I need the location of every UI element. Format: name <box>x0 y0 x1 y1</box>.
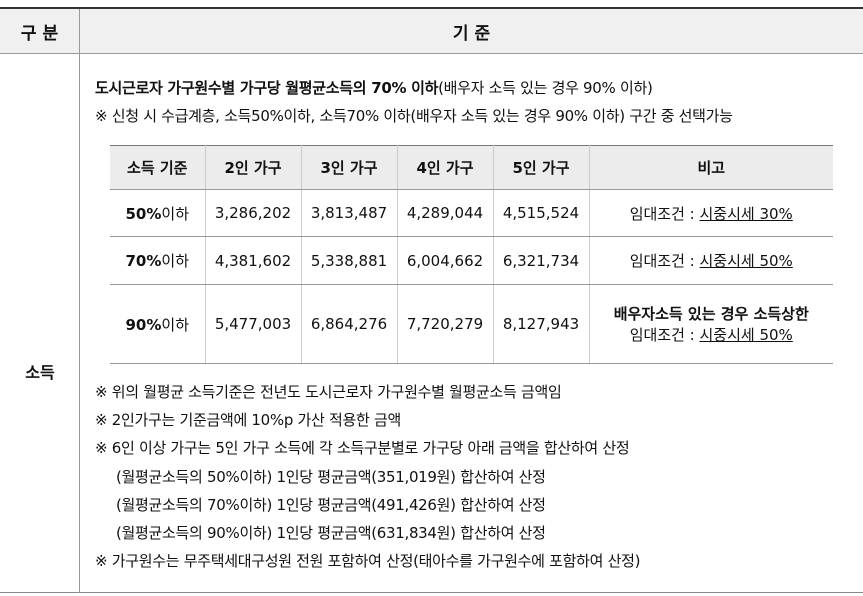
note-subline: (월평균소득의 70%이하) 1인당 평균금액(491,426원) 합산하여 산… <box>116 496 546 514</box>
note-line: ※ 6인 이상 가구는 5인 가구 소득에 각 소득구분별로 가구당 아래 금액… <box>95 439 630 457</box>
cell-2p: 4,381,602 <box>204 236 301 285</box>
row-criteria: 70%이하 <box>110 236 205 285</box>
note-line: ※ 2인가구는 기준금액에 10%p 가산 적용한 금액 <box>95 411 401 429</box>
cell-4p: 6,004,662 <box>396 236 493 285</box>
header-criteria: 기 준 <box>452 23 491 44</box>
cell-2p: 5,477,003 <box>204 284 301 364</box>
cell-5p: 4,515,524 <box>492 189 589 237</box>
header-category: 구 분 <box>0 9 80 53</box>
note-line: ※ 가구원수는 무주택세대구성원 전원 포함하여 산정(태아수를 가구원수에 포… <box>95 552 641 570</box>
note-subline: (월평균소득의 50%이하) 1인당 평균금액(351,019원) 합산하여 산… <box>116 468 546 486</box>
col-header-3p: 3인 가구 <box>300 145 397 190</box>
cell-5p: 6,321,734 <box>492 236 589 285</box>
table-row: 70%이하 4,381,602 5,338,881 6,004,662 6,32… <box>110 236 833 285</box>
note-subline: (월평균소득의 90%이하) 1인당 평균금액(631,834원) 합산하여 산… <box>116 524 546 542</box>
col-header-2p: 2인 가구 <box>204 145 301 190</box>
intro-note: ※ 신청 시 수급계층, 소득50%이하, 소득70% 이하(배우자 소득 있는… <box>95 107 733 125</box>
cell-note: 배우자소득 있는 경우 소득상한 임대조건 : 시중시세 50% <box>588 284 833 364</box>
category-income-label: 소득 <box>25 363 55 382</box>
cell-note: 임대조건 : 시중시세 30% <box>588 189 833 237</box>
cell-3p: 5,338,881 <box>300 236 397 285</box>
col-header-note: 비고 <box>588 145 833 190</box>
intro-bold-text: 도시근로자 가구원수별 가구당 월평균소득의 70% 이하 <box>95 79 439 97</box>
col-header-5p: 5인 가구 <box>492 145 589 190</box>
table-row: 90%이하 5,477,003 6,864,276 7,720,279 8,12… <box>110 284 833 364</box>
intro-line: 도시근로자 가구원수별 가구당 월평균소득의 70% 이하(배우자 소득 있는 … <box>95 77 653 98</box>
cell-2p: 3,286,202 <box>204 189 301 237</box>
note-line: ※ 위의 월평균 소득기준은 전년도 도시근로자 가구원수별 월평균소득 금액임 <box>95 383 562 401</box>
table-row: 50%이하 3,286,202 3,813,487 4,289,044 4,51… <box>110 189 833 237</box>
col-header-criteria: 소득 기준 <box>110 145 205 190</box>
cell-4p: 7,720,279 <box>396 284 493 364</box>
category-cell: 소득 <box>0 54 80 593</box>
row-criteria: 50%이하 <box>110 189 205 237</box>
criteria-table: 구 분 기 준 소득 도시근로자 가구원수별 가구당 월평균소득의 70% 이하… <box>0 7 863 593</box>
income-table-header: 소득 기준 2인 가구 3인 가구 4인 가구 5인 가구 비고 <box>110 145 833 190</box>
row-criteria: 90%이하 <box>110 284 205 364</box>
cell-note: 임대조건 : 시중시세 50% <box>588 236 833 285</box>
cell-3p: 6,864,276 <box>300 284 397 364</box>
intro-rest-text: (배우자 소득 있는 경우 90% 이하) <box>438 79 653 97</box>
cell-4p: 4,289,044 <box>396 189 493 237</box>
table-header-row: 구 분 기 준 <box>0 9 863 54</box>
col-header-4p: 4인 가구 <box>396 145 493 190</box>
income-table: 소득 기준 2인 가구 3인 가구 4인 가구 5인 가구 비고 50%이하 3… <box>110 145 833 364</box>
cell-3p: 3,813,487 <box>300 189 397 237</box>
cell-5p: 8,127,943 <box>492 284 589 364</box>
